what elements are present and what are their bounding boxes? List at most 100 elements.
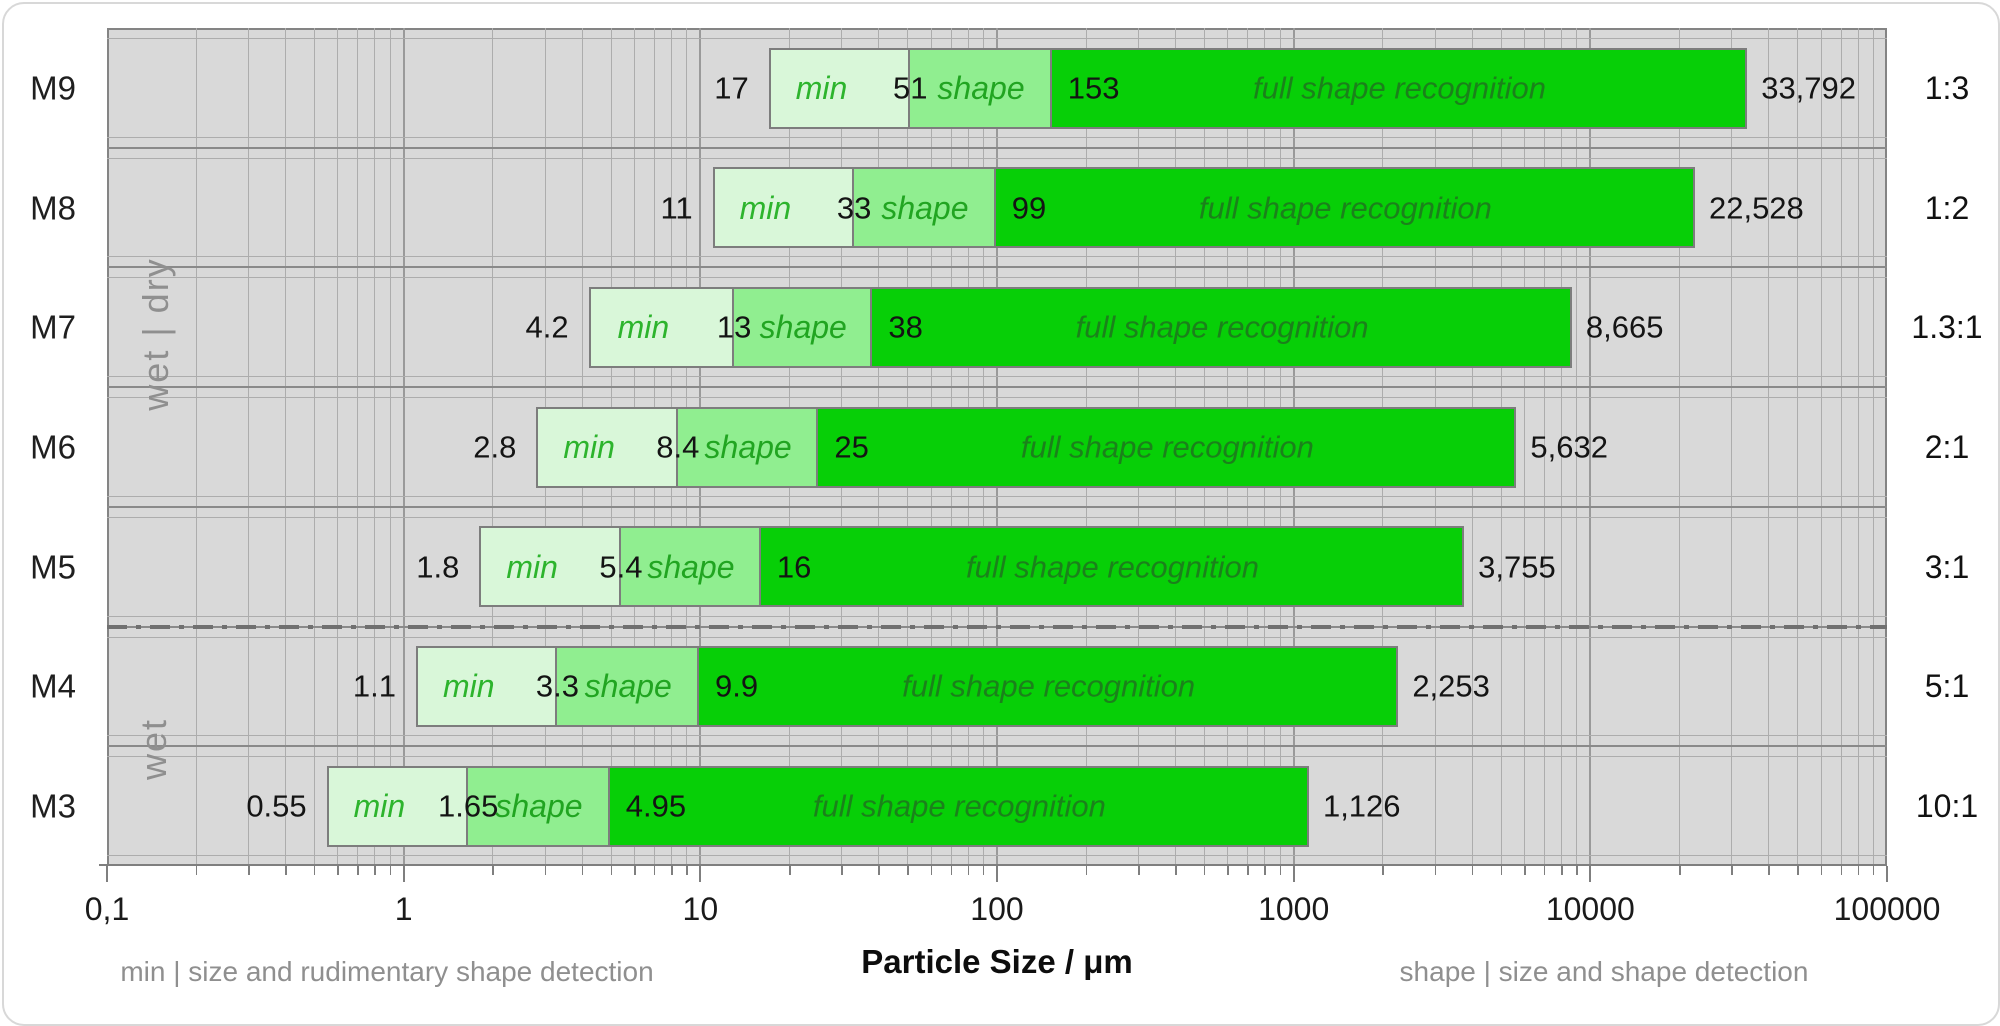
segment-label-full-m7: full shape recognition (1075, 309, 1369, 345)
value-end-m9: 33,792 (1761, 70, 1857, 106)
x-axis-minor-tick (1227, 866, 1229, 875)
row-label-m3: M3 (30, 787, 76, 825)
x-axis-minor-tick (1085, 866, 1088, 875)
grid-cat-minor-line (107, 256, 1887, 258)
x-axis-minor-tick (1175, 866, 1177, 875)
x-axis-major-tick (402, 866, 405, 882)
row-separator-line (107, 745, 1887, 748)
value-full-start-m5: 16 (776, 549, 812, 585)
bar-m3 (326, 765, 1309, 847)
grid-cat-minor-line (107, 516, 1887, 518)
x-axis-minor-tick (1543, 866, 1546, 875)
value-shape-start-m5: 5.4 (599, 549, 643, 585)
grid-cat-minor-line (107, 756, 1887, 758)
x-axis-major-tick (996, 866, 998, 882)
grid-cat-minor-line (107, 855, 1887, 856)
bar-segment-shape (854, 169, 996, 247)
x-axis-minor-tick (1471, 866, 1474, 875)
ratio-label-m9: 1:3 (1924, 69, 1970, 106)
segment-label-min-m7: min (617, 309, 670, 346)
x-axis-minor-tick (1138, 866, 1140, 875)
bar-segment-min (590, 288, 735, 366)
value-start-m8: 11 (660, 190, 693, 226)
grid-minor-vline (492, 28, 494, 866)
segment-label-min-m8: min (739, 189, 792, 226)
x-axis-minor-tick (1857, 866, 1860, 875)
bar-m6 (536, 406, 1517, 488)
segment-label-full-m8: full shape recognition (1198, 190, 1492, 226)
x-axis-minor-tick (1820, 866, 1823, 875)
x-axis-minor-tick (671, 866, 673, 875)
value-full-start-m8: 99 (1011, 190, 1047, 226)
x-axis-major-tick (1589, 866, 1592, 882)
value-end-m5: 3,755 (1478, 549, 1556, 585)
segment-label-full-m4: full shape recognition (902, 668, 1196, 704)
bar-segment-shape (620, 528, 761, 606)
ratio-label-m8: 1:2 (1924, 189, 1970, 226)
x-axis-major-tick (699, 866, 702, 882)
bar-segment-min (417, 648, 558, 726)
x-axis-line (99, 864, 1887, 866)
x-axis-minor-tick (610, 866, 613, 875)
segment-label-full-m9: full shape recognition (1253, 70, 1546, 106)
grid-minor-vline (1797, 28, 1799, 866)
grid-cat-minor-line (107, 495, 1887, 497)
x-axis-minor-tick (1203, 866, 1206, 875)
x-axis-tick-label: 100000 (1833, 891, 1941, 927)
grid-minor-vline (1768, 28, 1770, 866)
x-axis-minor-tick (841, 866, 843, 875)
row-label-m8: M8 (30, 189, 76, 227)
x-axis-minor-tick (653, 866, 656, 875)
x-axis-tick-label: 100 (970, 891, 1024, 927)
bar-segment-shape (557, 648, 699, 726)
wet-dry-divider-line (107, 624, 1887, 629)
group-label-wet-dry: wet | dry (135, 257, 176, 411)
segment-label-min-m3: min (353, 788, 406, 825)
x-axis-minor-tick (337, 866, 339, 875)
bar-m4 (415, 646, 1399, 728)
bar-segment-shape (734, 288, 873, 366)
value-shape-start-m9: 51 (892, 70, 928, 106)
x-axis-minor-tick (195, 866, 198, 875)
bar-segment-min (770, 49, 911, 127)
row-label-m6: M6 (30, 428, 76, 466)
bar-segment-min (328, 767, 469, 845)
x-axis-minor-tick (1797, 866, 1799, 875)
bar-m9 (768, 47, 1748, 129)
row-separator-line (107, 386, 1887, 389)
x-axis-tick-label: 10 (682, 891, 719, 927)
grid-minor-vline (248, 28, 250, 866)
value-full-start-m3: 4.95 (625, 788, 687, 824)
segment-label-shape-m7: shape (759, 309, 847, 346)
x-axis-minor-tick (1731, 866, 1733, 875)
value-shape-start-m4: 3.3 (535, 668, 580, 704)
ratio-label-m6: 2:1 (1924, 429, 1970, 465)
x-axis-tick-label: 0,1 (84, 891, 130, 927)
grid-major-vline (1589, 28, 1592, 866)
grid-minor-vline (1857, 28, 1859, 866)
grid-minor-vline (1576, 28, 1578, 866)
x-axis-minor-tick (1247, 866, 1249, 875)
grid-cat-minor-line (107, 376, 1887, 378)
value-start-m3: 0.55 (246, 788, 307, 824)
x-axis-major-tick (106, 866, 108, 882)
ratio-label-m7: 1.3:1 (1911, 309, 1983, 346)
segment-label-shape-m5: shape (647, 548, 735, 585)
x-axis-minor-tick (878, 866, 880, 875)
x-axis-minor-tick (374, 866, 376, 875)
x-axis-minor-tick (1768, 866, 1770, 875)
grid-minor-vline (1561, 28, 1563, 866)
segment-label-shape-m3: shape (495, 788, 583, 825)
bar-m7 (588, 286, 1572, 368)
x-axis-minor-tick (982, 866, 985, 875)
grid-minor-vline (1872, 28, 1874, 866)
grid-minor-vline (1543, 28, 1545, 866)
bar-segment-min (538, 408, 678, 486)
grid-cat-minor-line (107, 38, 1887, 39)
value-end-m7: 8,665 (1585, 309, 1664, 345)
value-shape-start-m8: 33 (836, 190, 872, 226)
segment-label-full-m5: full shape recognition (966, 549, 1259, 585)
value-full-start-m7: 38 (888, 309, 923, 345)
x-axis-minor-tick (907, 866, 909, 875)
